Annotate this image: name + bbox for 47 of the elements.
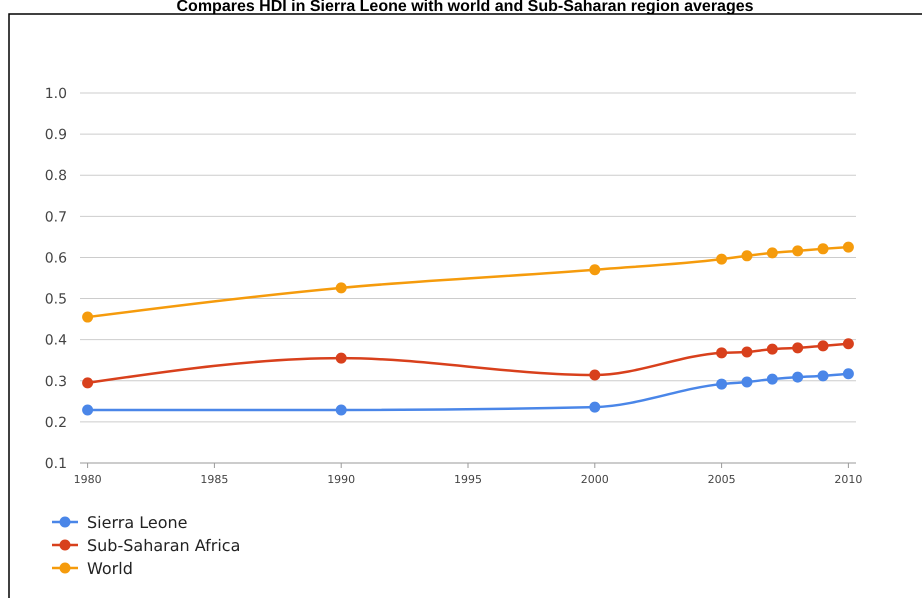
point	[589, 402, 600, 413]
point	[766, 344, 778, 355]
point	[766, 374, 778, 385]
point	[792, 342, 804, 354]
point	[741, 346, 752, 358]
x-tick-label: 1995	[454, 473, 482, 486]
point	[82, 404, 94, 416]
point	[818, 243, 829, 254]
point	[842, 242, 854, 253]
y-tick-label: 0.9	[44, 127, 67, 144]
point	[818, 340, 829, 352]
point	[589, 370, 600, 381]
y-tick-label: 0.5	[44, 292, 67, 308]
point	[589, 264, 600, 276]
point	[336, 282, 347, 294]
x-tick-label: 2010	[834, 473, 862, 486]
point	[842, 368, 854, 380]
y-tick-label: 0.1	[44, 456, 67, 472]
y-tick-label: 0.7	[44, 209, 67, 226]
point	[336, 352, 347, 364]
point	[82, 312, 94, 323]
legend-label: World	[87, 559, 133, 578]
y-tick-label: 0.3	[44, 374, 67, 390]
point	[792, 372, 804, 383]
y-tick-label: 0.6	[44, 250, 68, 266]
y-tick-label: 0.2	[44, 414, 67, 431]
point	[766, 247, 778, 258]
y-tick-label: 1.0	[44, 86, 67, 102]
y-tick-label: 0.8	[44, 168, 67, 184]
point	[792, 245, 804, 256]
point	[842, 338, 854, 350]
x-tick-label: 2000	[580, 473, 609, 486]
point	[716, 378, 728, 390]
point	[716, 347, 728, 358]
point	[741, 376, 752, 388]
y-tick-label: 0.4	[44, 332, 68, 349]
legend-label: Sierra Leone	[87, 513, 188, 532]
x-tick-label: 2005	[708, 473, 736, 486]
x-tick-label: 1990	[327, 473, 356, 486]
x-tick-label: 1980	[74, 473, 102, 486]
point	[336, 404, 347, 416]
x-tick-label: 1985	[200, 473, 228, 486]
point	[741, 250, 752, 262]
point	[716, 254, 728, 265]
legend-label: Sub-Saharan Africa	[87, 536, 240, 555]
point	[82, 377, 94, 388]
point	[818, 370, 829, 382]
